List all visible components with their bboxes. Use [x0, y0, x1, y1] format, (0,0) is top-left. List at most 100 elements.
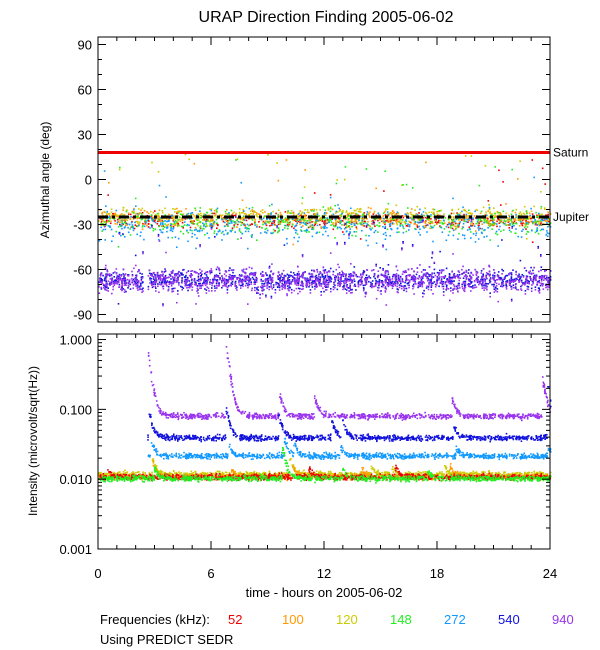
azimuth-point	[187, 284, 190, 286]
azimuth-point	[447, 218, 450, 221]
azimuth-point	[541, 283, 543, 285]
azimuth-point	[496, 211, 499, 214]
azimuth-point	[505, 288, 508, 290]
azimuth-point	[159, 223, 162, 226]
azimuth-point	[458, 279, 460, 282]
azimuth-point	[487, 222, 489, 225]
azimuth-point	[157, 170, 160, 173]
azimuth-point	[133, 280, 136, 282]
azimuth-point	[198, 284, 200, 287]
azimuth-point	[218, 282, 220, 285]
azimuth-point	[273, 219, 276, 222]
azimuth-point	[453, 285, 456, 288]
azimuth-point	[126, 278, 129, 281]
azimuth-point	[351, 288, 353, 291]
azimuth-point	[369, 277, 372, 279]
azimuth-point	[440, 272, 443, 274]
azimuth-point	[107, 220, 109, 223]
azimuth-point	[264, 231, 266, 233]
azimuth-point	[495, 232, 497, 235]
azimuth-point	[158, 209, 161, 212]
azimuth-point	[105, 289, 108, 291]
azimuth-point	[283, 277, 285, 280]
azimuth-point	[98, 292, 101, 294]
azimuth-point	[122, 209, 124, 211]
azimuth-point	[381, 283, 384, 285]
azimuth-point	[508, 274, 510, 276]
azimuth-point	[412, 285, 415, 288]
azimuth-point	[276, 217, 278, 219]
azimuth-point	[236, 158, 239, 161]
azimuth-point	[284, 275, 287, 277]
azimuth-point	[340, 274, 343, 277]
azimuth-point	[158, 218, 161, 220]
azimuth-point	[374, 229, 377, 232]
azimuth-point	[137, 222, 139, 224]
azimuth-point	[215, 218, 218, 221]
azimuth-point	[350, 223, 353, 225]
azimuth-point	[170, 223, 172, 225]
azimuth-point	[143, 223, 145, 225]
azimuth-point	[247, 230, 250, 233]
azimuth-point	[362, 219, 365, 221]
azimuth-point	[435, 223, 438, 225]
azimuth-point	[470, 272, 472, 274]
azimuth-point	[135, 278, 137, 280]
azimuth-point	[389, 224, 392, 227]
azimuth-point	[215, 211, 218, 214]
azimuth-point	[154, 275, 157, 277]
azimuth-point	[174, 208, 176, 210]
azimuth-point	[521, 219, 524, 222]
azimuth-point	[504, 277, 506, 279]
azimuth-point	[428, 273, 430, 276]
azimuth-point	[448, 230, 451, 233]
azimuth-point	[514, 280, 517, 282]
azimuth-point	[511, 280, 513, 283]
azimuth-point	[279, 277, 282, 280]
azimuth-point	[392, 212, 394, 215]
azimuth-point	[186, 223, 189, 226]
azimuth-point	[214, 275, 216, 278]
azimuth-point	[365, 278, 367, 280]
azimuth-point	[221, 286, 223, 289]
azimuth-point	[378, 281, 380, 283]
azimuth-point	[174, 287, 176, 290]
azimuth-point	[428, 282, 430, 284]
azimuth-point	[125, 209, 128, 212]
azimuth-point	[382, 215, 385, 217]
azimuth-point	[545, 220, 548, 222]
azimuth-point	[526, 237, 528, 240]
azimuth-point	[194, 209, 197, 211]
azimuth-point	[238, 228, 241, 230]
azimuth-point	[413, 218, 415, 221]
azimuth-point	[470, 281, 473, 284]
azimuth-point	[304, 209, 306, 211]
azimuth-point	[362, 214, 364, 217]
azimuth-point	[475, 286, 478, 288]
azimuth-point	[115, 230, 117, 233]
azimuth-point	[316, 280, 319, 282]
azimuth-point	[239, 218, 242, 221]
azimuth-point	[278, 229, 281, 231]
azimuth-point	[517, 235, 519, 238]
azimuth-point	[105, 220, 108, 222]
azimuth-point	[136, 225, 139, 228]
azimuth-point	[196, 279, 198, 282]
azimuth-point	[262, 280, 264, 282]
azimuth-point	[224, 270, 227, 273]
azimuth-point	[112, 288, 114, 291]
azimuth-point	[344, 243, 346, 245]
azimuth-point	[260, 210, 262, 213]
azimuth-point	[279, 223, 281, 225]
azimuth-point	[186, 229, 188, 232]
azimuth-point	[516, 278, 518, 281]
azimuth-point	[282, 221, 285, 223]
azimuth-point	[379, 218, 382, 221]
azimuth-point	[150, 217, 152, 219]
azimuth-point	[243, 276, 246, 279]
azimuth-point	[387, 219, 390, 222]
azimuth-point	[514, 217, 516, 220]
azimuth-point	[419, 283, 422, 286]
azimuth-point	[379, 267, 381, 269]
azimuth-point	[450, 287, 452, 289]
